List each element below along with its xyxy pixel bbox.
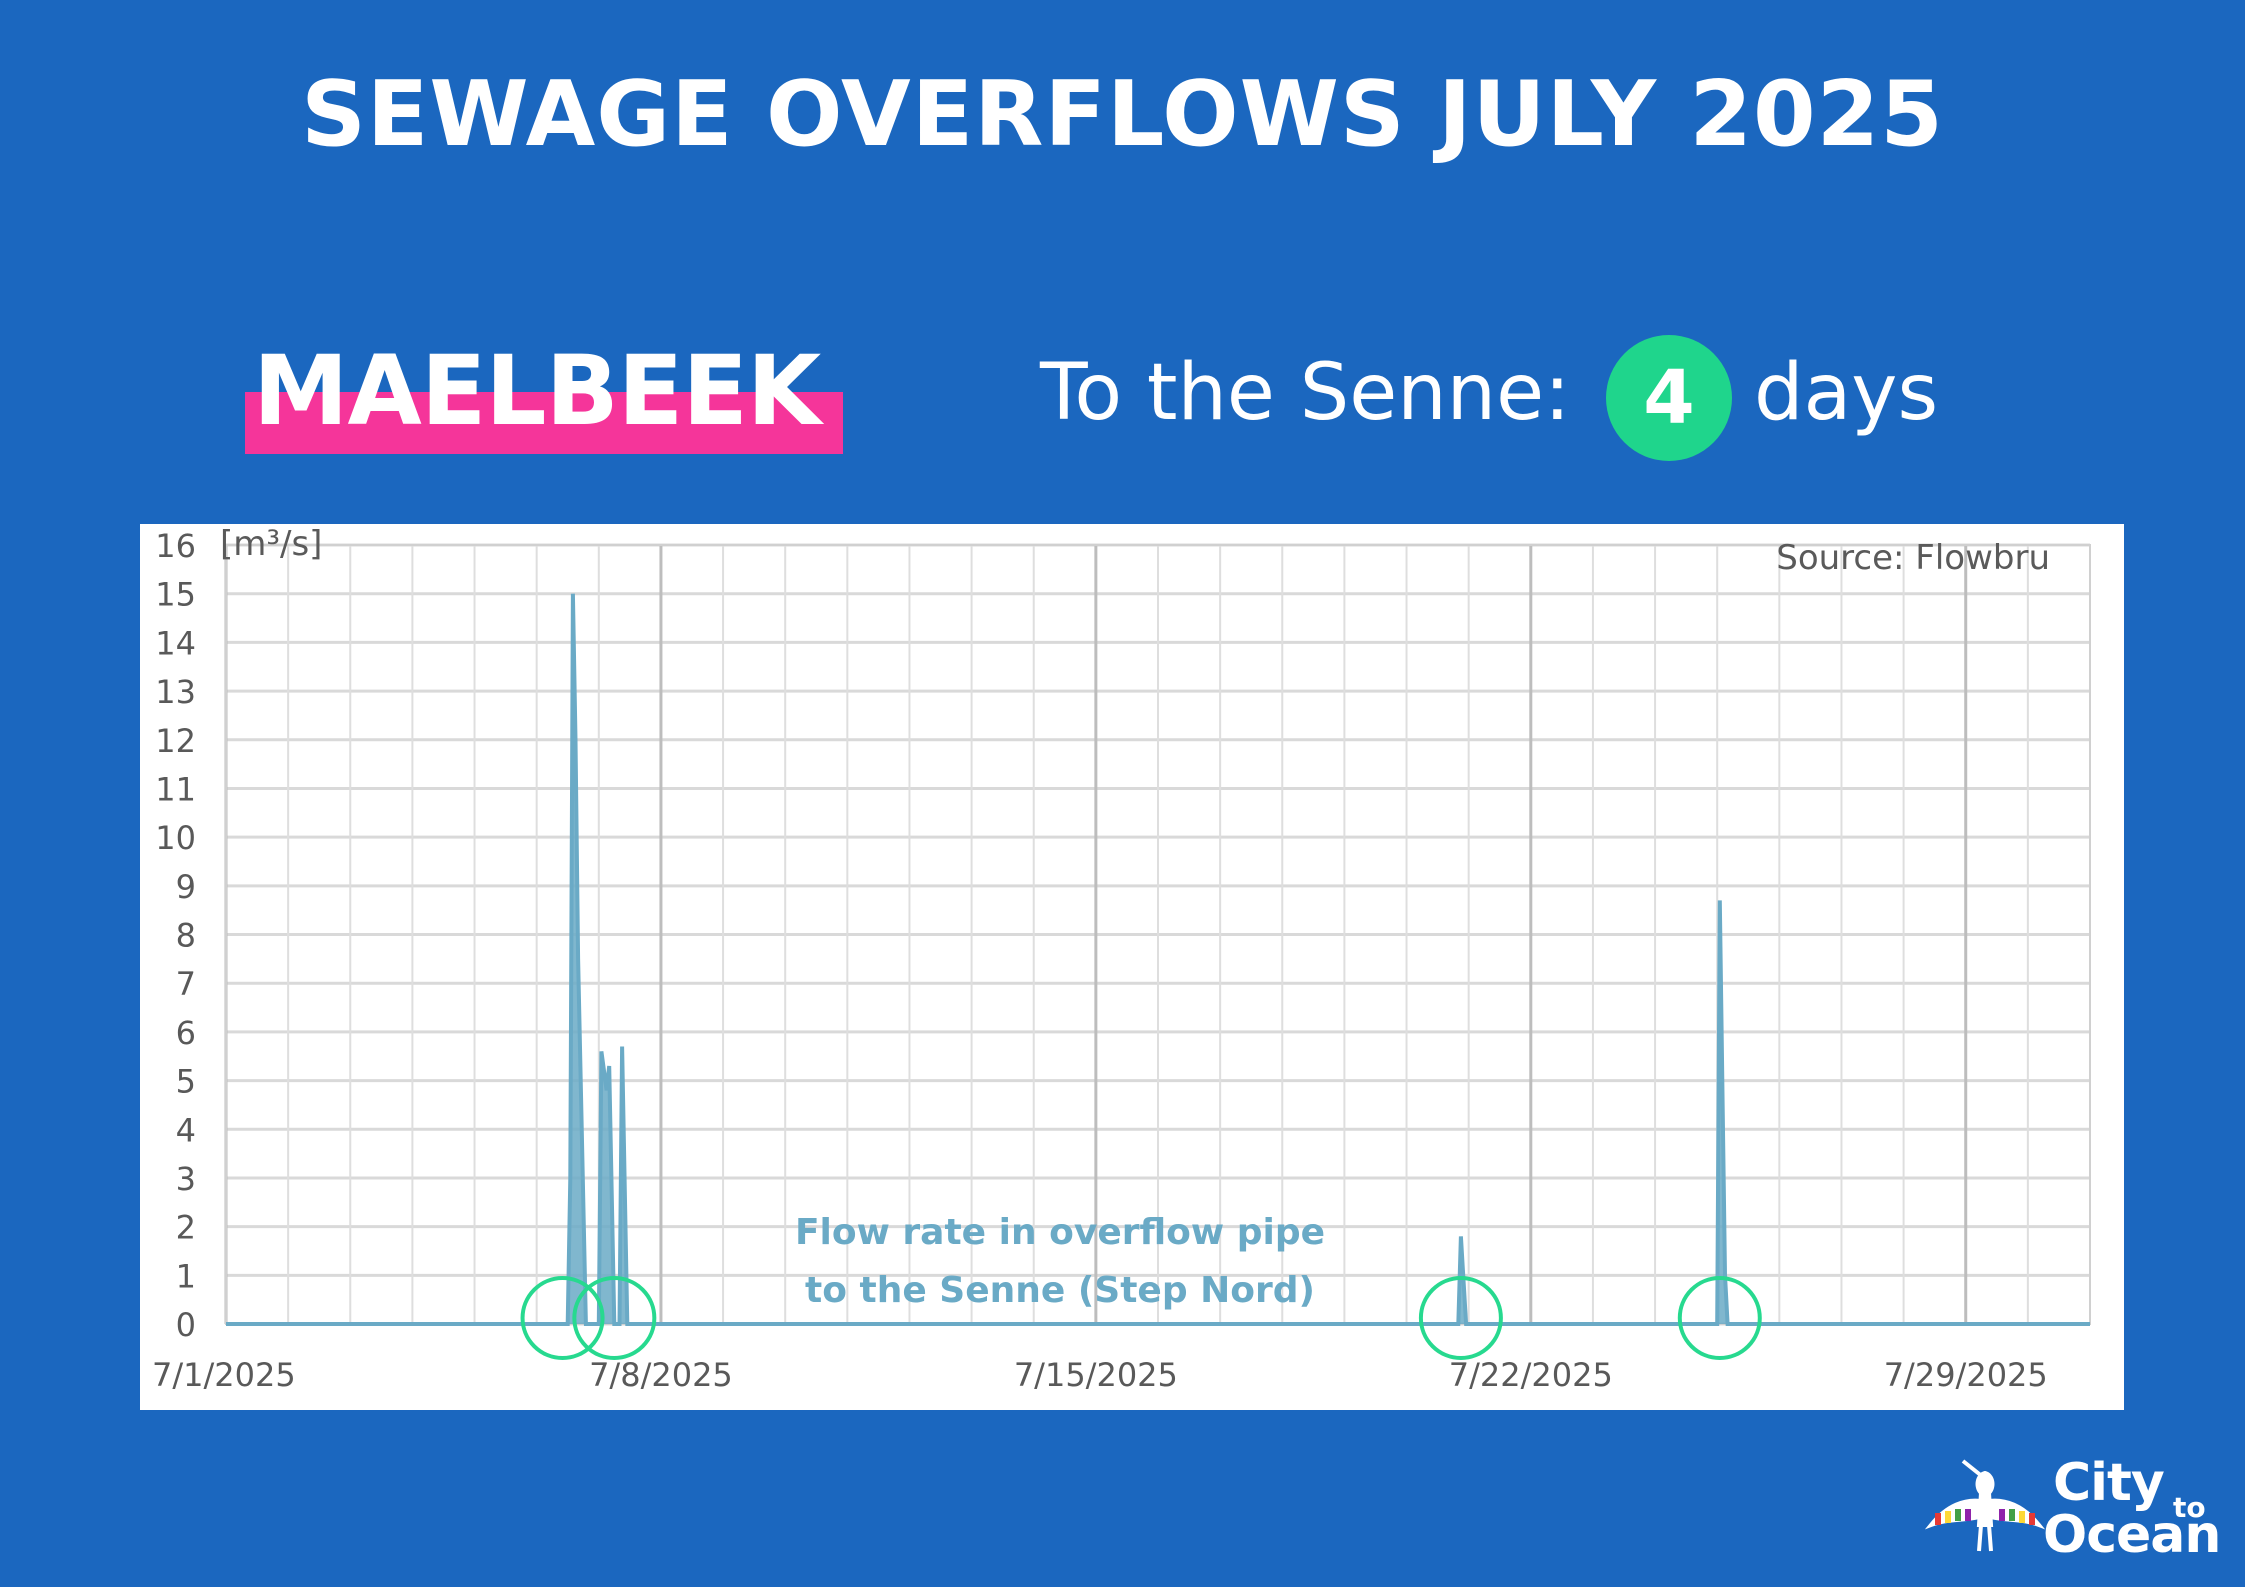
y-tick-label: 16 xyxy=(155,527,196,565)
x-tick-label: 7/22/2025 xyxy=(1449,1356,1613,1394)
event-highlight-circle xyxy=(1418,1276,1503,1360)
city-to-ocean-logo: City to Ocean xyxy=(1925,1453,2225,1575)
source-label: Source: Flowbru xyxy=(1776,538,2050,578)
chart-annotation: Flow rate in overflow pipe to the Senne … xyxy=(760,1204,1360,1320)
senne-label: To the Senne: xyxy=(1040,348,1571,438)
series-line xyxy=(226,593,2090,1326)
station-label: MAELBEEK xyxy=(245,335,845,455)
y-tick-label: 15 xyxy=(155,576,196,614)
event-highlight-circle xyxy=(1677,1276,1762,1360)
bird-logo-icon xyxy=(1925,1459,2045,1552)
y-tick-label: 4 xyxy=(176,1111,196,1149)
y-tick-label: 0 xyxy=(176,1306,196,1344)
y-tick-label: 1 xyxy=(176,1257,196,1295)
y-tick-label: 8 xyxy=(176,917,196,955)
chart-panel: 0 1 2 3 4 5 6 7 8 9 10 11 12 13 14 15 16 7/1/2025 7/8/2025… xyxy=(140,524,2124,1410)
y-axis-label: [m³/s] xyxy=(220,524,323,564)
y-tick-label: 14 xyxy=(155,624,196,662)
annotation-line-2: to the Senne (Step Nord) xyxy=(805,1270,1315,1311)
days-count: 4 xyxy=(1643,355,1695,441)
event-highlight-circle xyxy=(520,1276,605,1360)
y-tick-label: 11 xyxy=(155,770,196,808)
y-tick-label: 3 xyxy=(176,1160,196,1198)
y-tick-label: 10 xyxy=(155,819,196,857)
y-tick-label: 7 xyxy=(176,965,196,1003)
days-label: days xyxy=(1754,348,1939,438)
y-tick-label: 6 xyxy=(176,1014,196,1052)
x-tick-label: 7/29/2025 xyxy=(1884,1356,2048,1394)
y-tick-label: 2 xyxy=(176,1209,196,1247)
y-tick-label: 5 xyxy=(176,1063,196,1101)
page-title: SEWAGE OVERFLOWS JULY 2025 xyxy=(301,62,1944,167)
station-highlight-bar xyxy=(245,392,843,454)
days-count-badge: 4 xyxy=(1606,335,1732,461)
logo-text-ocean: Ocean xyxy=(2043,1505,2221,1565)
logo-text-to: to xyxy=(2173,1491,2206,1524)
y-tick-label: 13 xyxy=(155,673,196,711)
annotation-line-1: Flow rate in overflow pipe xyxy=(794,1212,1326,1253)
event-highlight-circle xyxy=(572,1276,657,1360)
y-tick-label: 12 xyxy=(155,722,196,760)
x-tick-label: 7/15/2025 xyxy=(1014,1356,1178,1394)
x-tick-label: 7/1/2025 xyxy=(152,1356,296,1394)
y-tick-label: 9 xyxy=(176,868,196,906)
station-name: MAELBEEK xyxy=(253,335,821,447)
x-tick-label: 7/8/2025 xyxy=(589,1356,733,1394)
logo-text-city: City xyxy=(2053,1453,2165,1513)
